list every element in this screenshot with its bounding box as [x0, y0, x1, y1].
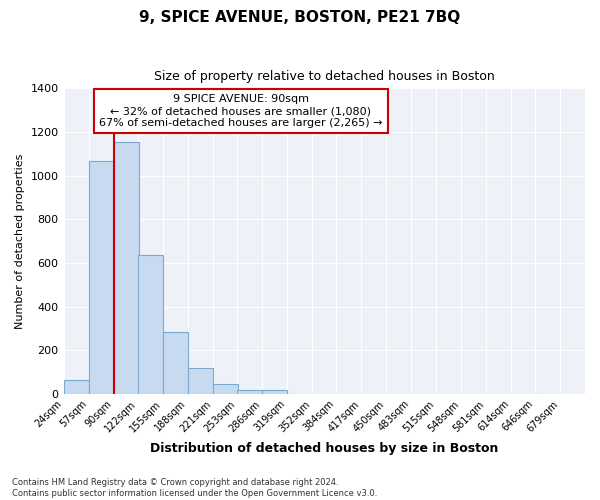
Bar — [262, 390, 287, 394]
Bar — [113, 142, 139, 394]
Bar — [138, 256, 163, 394]
Bar — [89, 162, 113, 394]
Bar — [163, 332, 188, 394]
Bar — [64, 380, 89, 394]
Text: Contains HM Land Registry data © Crown copyright and database right 2024.
Contai: Contains HM Land Registry data © Crown c… — [12, 478, 377, 498]
Bar — [213, 384, 238, 394]
X-axis label: Distribution of detached houses by size in Boston: Distribution of detached houses by size … — [150, 442, 499, 455]
Bar — [188, 368, 213, 394]
Y-axis label: Number of detached properties: Number of detached properties — [15, 154, 25, 329]
Bar — [237, 390, 262, 394]
Text: 9 SPICE AVENUE: 90sqm
← 32% of detached houses are smaller (1,080)
67% of semi-d: 9 SPICE AVENUE: 90sqm ← 32% of detached … — [99, 94, 383, 128]
Title: Size of property relative to detached houses in Boston: Size of property relative to detached ho… — [154, 70, 494, 83]
Text: 9, SPICE AVENUE, BOSTON, PE21 7BQ: 9, SPICE AVENUE, BOSTON, PE21 7BQ — [139, 10, 461, 25]
